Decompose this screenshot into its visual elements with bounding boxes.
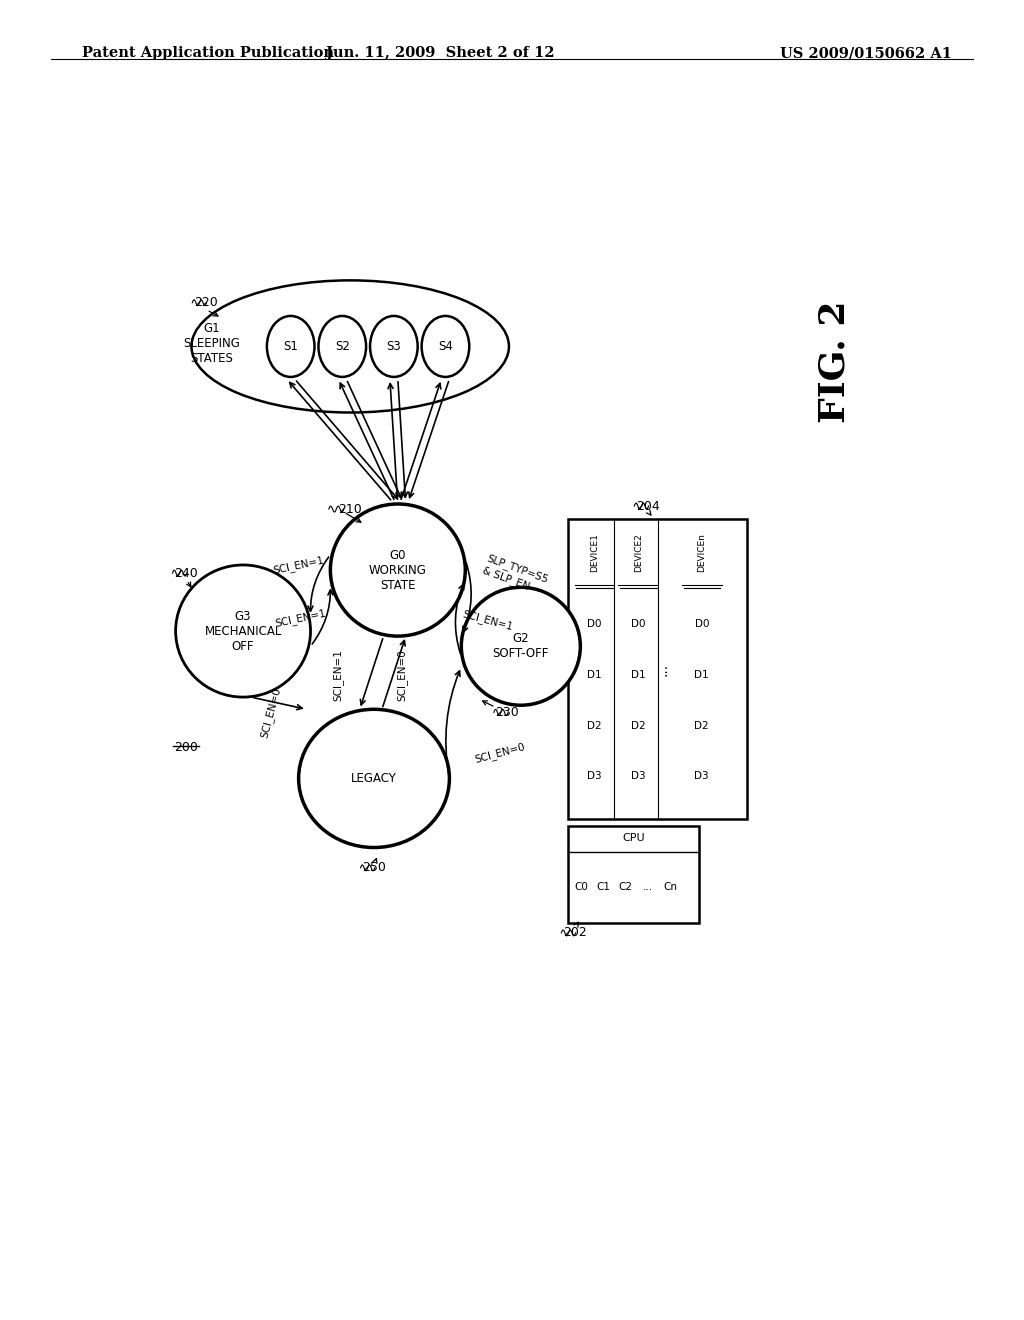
Text: G1
SLEEPING
STATES: G1 SLEEPING STATES (183, 322, 240, 364)
Text: D3: D3 (694, 771, 709, 781)
Text: ...: ... (643, 882, 653, 892)
Text: C1: C1 (596, 882, 610, 892)
Text: Jun. 11, 2009  Sheet 2 of 12: Jun. 11, 2009 Sheet 2 of 12 (326, 46, 555, 61)
Text: D1: D1 (588, 669, 602, 680)
Ellipse shape (191, 280, 509, 413)
Text: D3: D3 (588, 771, 602, 781)
Text: G3
MECHANICAL
OFF: G3 MECHANICAL OFF (205, 610, 282, 652)
Text: 204: 204 (636, 499, 659, 512)
Text: D0: D0 (631, 619, 645, 628)
Text: C2: C2 (618, 882, 633, 892)
Text: DEVICE2: DEVICE2 (634, 533, 643, 572)
Text: LEGACY: LEGACY (351, 772, 397, 785)
Text: D2: D2 (694, 721, 709, 730)
Text: 240: 240 (174, 566, 198, 579)
Text: D0: D0 (694, 619, 709, 628)
Text: ...: ... (655, 663, 669, 676)
Ellipse shape (331, 504, 465, 636)
Text: C0: C0 (574, 882, 588, 892)
Text: S1: S1 (284, 341, 298, 352)
Text: CPU: CPU (623, 833, 645, 843)
Text: 200: 200 (174, 742, 198, 755)
Text: 250: 250 (362, 862, 386, 874)
Circle shape (370, 315, 418, 378)
Text: S3: S3 (386, 341, 401, 352)
Circle shape (422, 315, 469, 378)
Ellipse shape (299, 709, 450, 847)
Ellipse shape (176, 565, 310, 697)
Text: S2: S2 (335, 341, 350, 352)
Text: SLP_TYP=S5
& SLP_EN: SLP_TYP=S5 & SLP_EN (481, 553, 550, 597)
Text: D1: D1 (694, 669, 709, 680)
Ellipse shape (461, 587, 581, 705)
Text: SCI_EN=0: SCI_EN=0 (473, 741, 526, 766)
Text: DEVICE1: DEVICE1 (590, 533, 599, 572)
Text: DEVICEn: DEVICEn (697, 533, 707, 572)
FancyBboxPatch shape (568, 519, 748, 818)
Text: 210: 210 (338, 503, 362, 516)
Text: D2: D2 (631, 721, 645, 730)
Text: SCI_EN=1: SCI_EN=1 (333, 649, 344, 701)
Text: D0: D0 (588, 619, 602, 628)
Text: G0
WORKING
STATE: G0 WORKING STATE (369, 549, 427, 591)
Text: 202: 202 (563, 927, 587, 940)
FancyBboxPatch shape (568, 826, 699, 923)
Text: SCI_EN=1: SCI_EN=1 (274, 607, 328, 628)
Text: 220: 220 (194, 296, 218, 309)
Text: S4: S4 (438, 341, 453, 352)
Text: FIG. 2: FIG. 2 (817, 301, 851, 422)
Text: US 2009/0150662 A1: US 2009/0150662 A1 (780, 46, 952, 61)
Text: D1: D1 (631, 669, 645, 680)
Text: SCI_EN=1: SCI_EN=1 (461, 609, 514, 632)
Text: D2: D2 (588, 721, 602, 730)
Circle shape (267, 315, 314, 378)
Text: SCI_EN=0: SCI_EN=0 (396, 649, 408, 701)
Text: D3: D3 (631, 771, 645, 781)
Text: SCI_EN=0: SCI_EN=0 (259, 686, 283, 739)
Text: Cn: Cn (663, 882, 677, 892)
Text: 230: 230 (496, 706, 519, 719)
Text: Patent Application Publication: Patent Application Publication (82, 46, 334, 61)
Circle shape (318, 315, 367, 378)
Text: G2
SOFT-OFF: G2 SOFT-OFF (493, 632, 549, 660)
Text: SCI_EN=1: SCI_EN=1 (272, 554, 326, 576)
